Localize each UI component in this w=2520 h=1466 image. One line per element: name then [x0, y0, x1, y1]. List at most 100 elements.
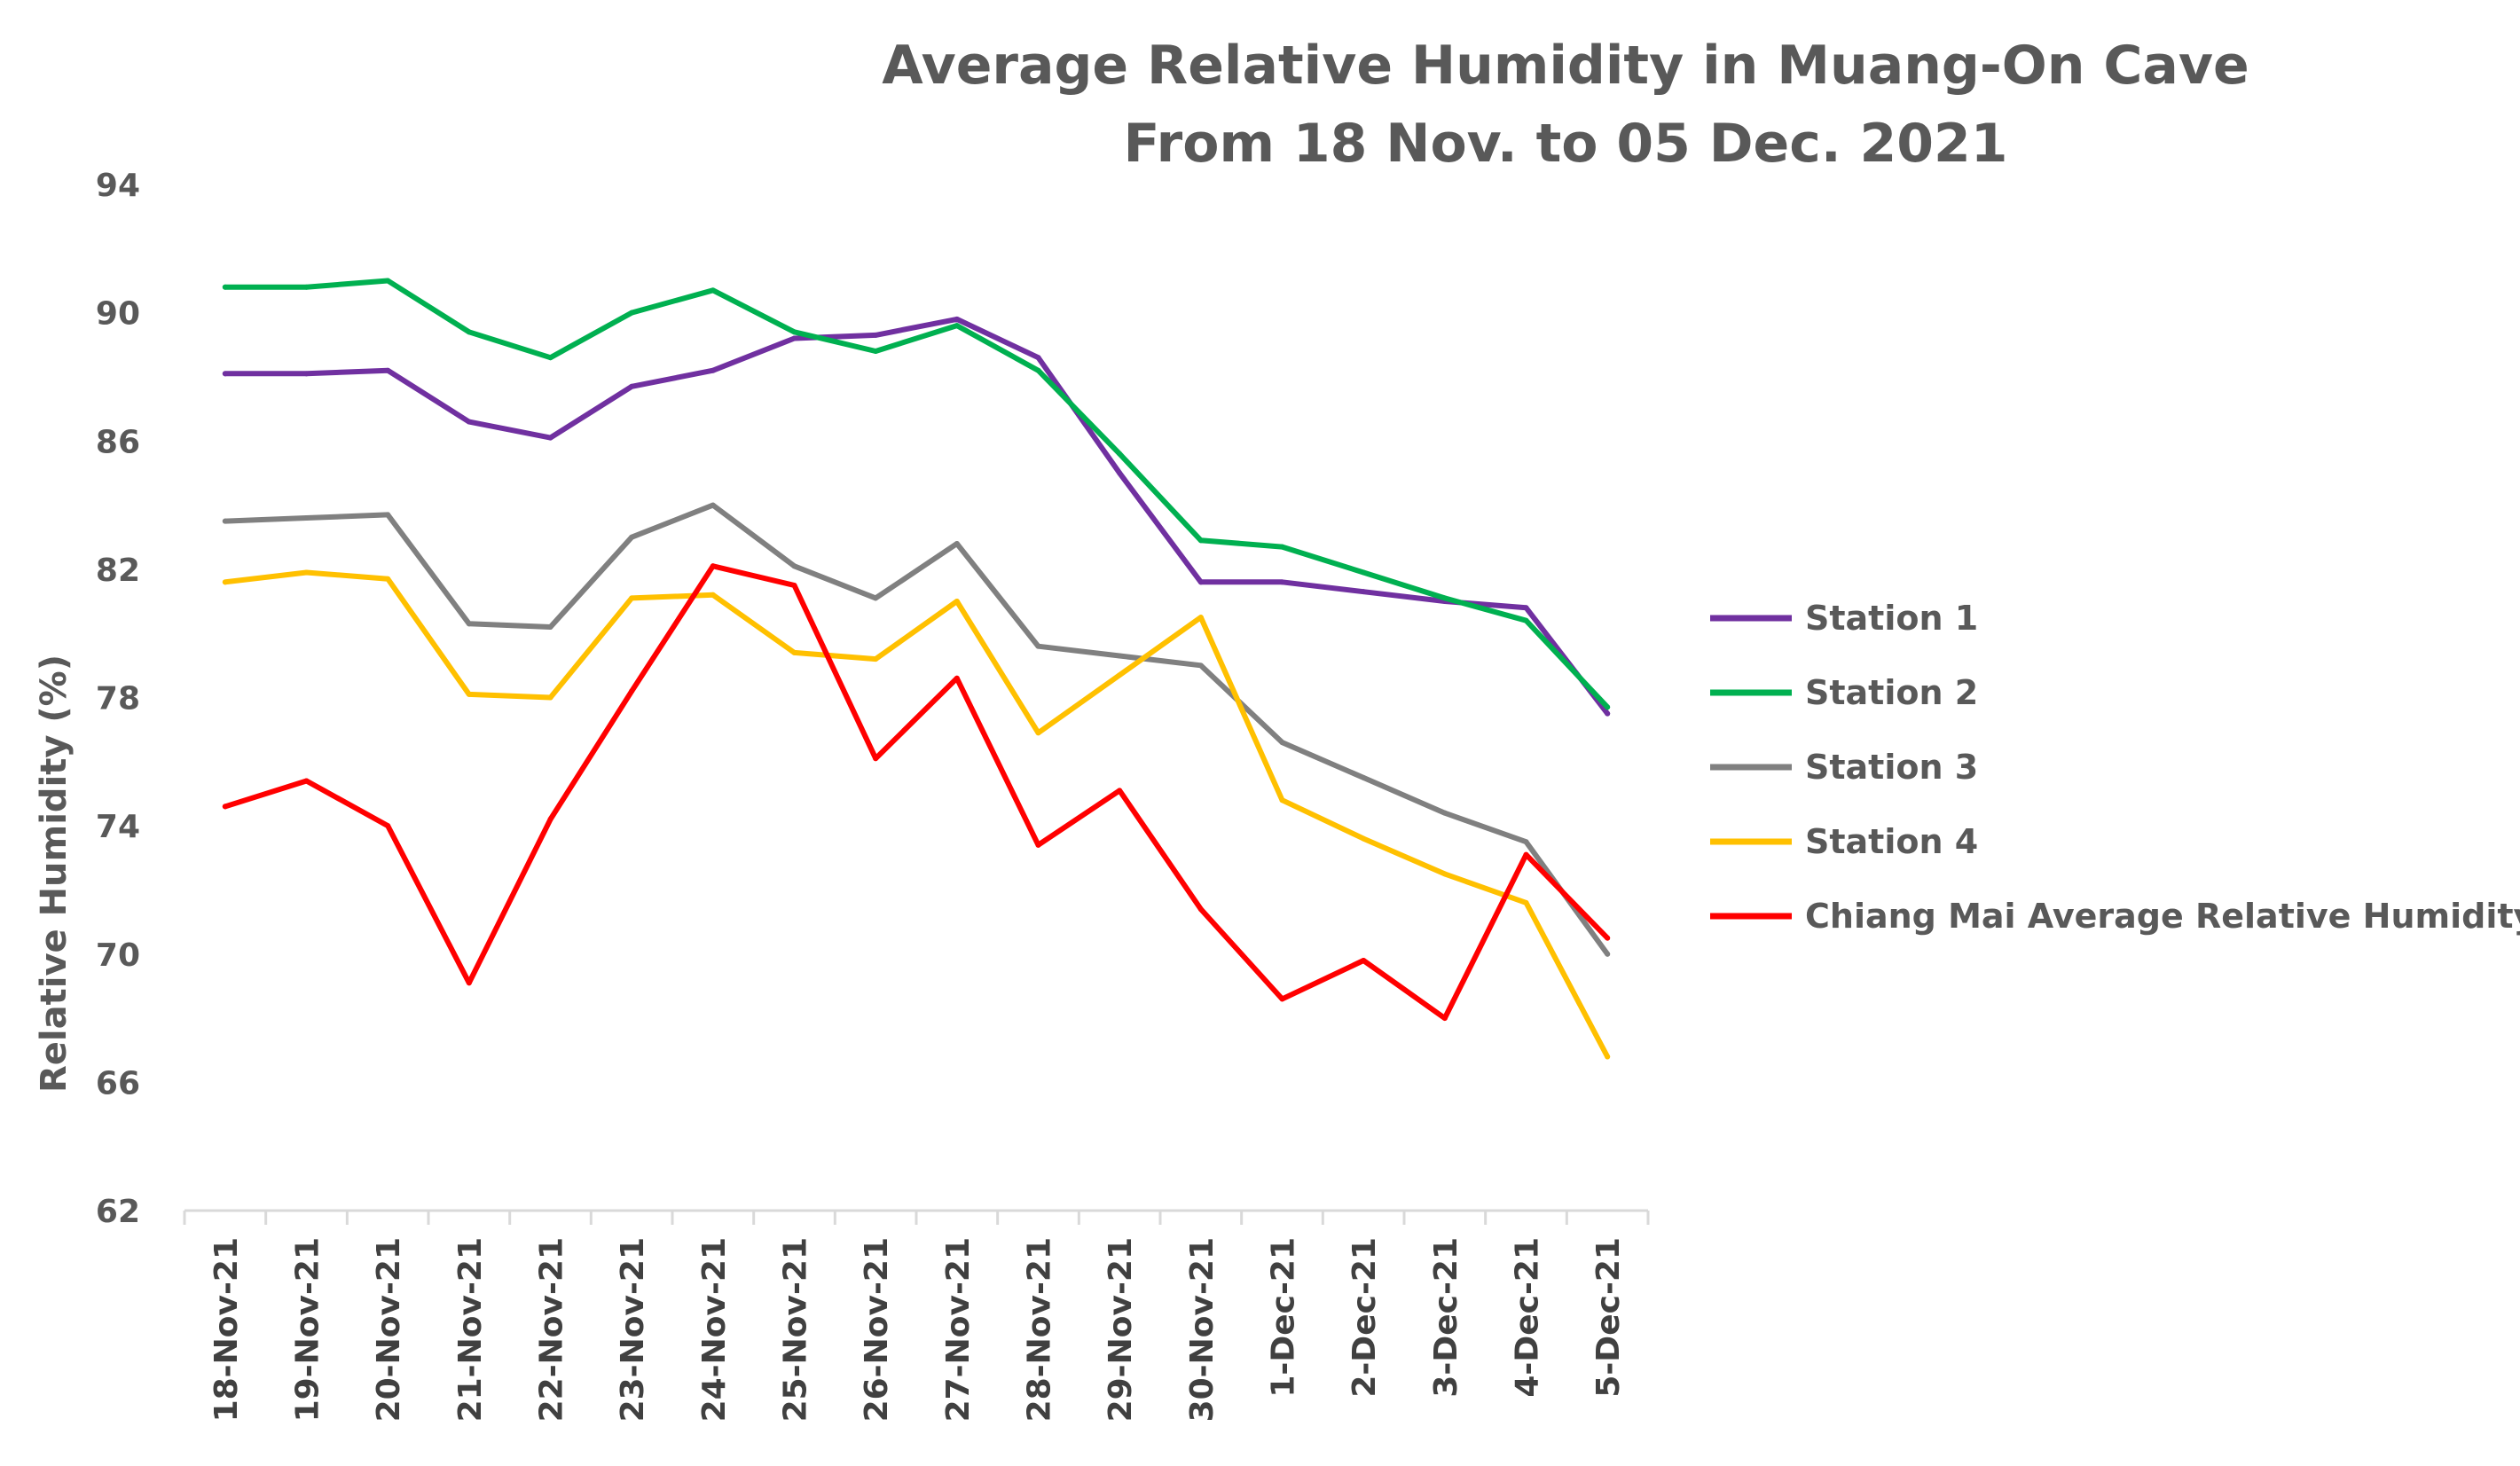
x-tick-label: 4-Dec-21 [1510, 1237, 1546, 1398]
data-point [466, 691, 472, 697]
data-point [1035, 730, 1041, 736]
data-point [222, 579, 228, 585]
data-point [954, 316, 960, 322]
series-line-2 [222, 278, 1611, 710]
x-tick-label: 22-Nov-21 [534, 1237, 570, 1422]
data-point [791, 649, 797, 655]
data-point [873, 595, 879, 601]
data-point [1605, 935, 1611, 941]
data-point [954, 675, 960, 681]
data-point [466, 419, 472, 425]
data-point [873, 332, 879, 338]
x-tick-label: 5-Dec-21 [1590, 1237, 1627, 1398]
data-point [629, 688, 635, 694]
x-tick-label: 1-Dec-21 [1266, 1237, 1302, 1398]
data-point [1441, 1015, 1448, 1022]
data-point [1197, 615, 1204, 621]
series-line-3 [222, 502, 1611, 957]
x-tick-label: 2-Dec-21 [1346, 1237, 1383, 1398]
data-point [791, 329, 797, 335]
data-point [466, 329, 472, 335]
data-point [629, 534, 635, 540]
chart-title-line-2: From 18 Nov. to 05 Dec. 2021 [1123, 113, 2007, 175]
data-point [1197, 537, 1204, 544]
data-point [1441, 595, 1448, 601]
data-point [385, 367, 391, 373]
x-tick-label: 20-Nov-21 [371, 1237, 407, 1422]
data-point [629, 595, 635, 601]
data-point [222, 518, 228, 524]
data-point [1035, 842, 1041, 848]
data-point [547, 816, 553, 822]
chart-title-line-1: Average Relative Humidity in Muang-On Ca… [882, 35, 2249, 97]
data-point [1279, 740, 1285, 746]
data-point [1117, 653, 1123, 659]
data-point [303, 371, 310, 377]
data-point [303, 778, 310, 784]
axes: 62 66 70 74 78 82 86 90 94 18-Nov-21 19-Nov-21 20-N… [96, 168, 1650, 1422]
x-tick-label: 21-Nov-21 [452, 1237, 489, 1422]
y-axis-label: Relative Humidity (%) [34, 655, 75, 1093]
data-point [385, 823, 391, 829]
data-point [1361, 589, 1367, 595]
data-point [1361, 774, 1367, 780]
series-line-1 [222, 316, 1611, 717]
data-point [710, 367, 716, 373]
y-tick-label: 94 [96, 168, 140, 204]
y-tick-label: 90 [96, 296, 140, 333]
data-point [1197, 662, 1204, 669]
legend-label: Station 2 [1805, 673, 1978, 712]
data-point [954, 599, 960, 605]
data-point [1523, 617, 1529, 623]
data-point [1117, 672, 1123, 678]
data-point [1361, 957, 1367, 963]
data-point [873, 656, 879, 662]
data-point [710, 502, 716, 508]
x-tick-label: 19-Nov-21 [290, 1237, 326, 1422]
legend-label: Station 1 [1805, 599, 1978, 638]
x-tick-label: 3-Dec-21 [1428, 1237, 1464, 1398]
x-tick-label: 23-Nov-21 [615, 1237, 651, 1422]
series-line-4 [222, 569, 1611, 1060]
data-point [222, 284, 228, 290]
data-point [1279, 996, 1285, 1002]
y-tick-label: 62 [96, 1194, 140, 1230]
data-point [1279, 579, 1285, 585]
data-point [629, 310, 635, 316]
data-point [1117, 788, 1123, 794]
legend-label: Station 4 [1805, 822, 1978, 861]
data-point [1361, 835, 1367, 842]
data-point [466, 621, 472, 627]
data-point [1605, 704, 1611, 710]
data-point [1605, 1054, 1611, 1060]
x-tick-label: 26-Nov-21 [859, 1237, 895, 1422]
data-point [303, 284, 310, 290]
data-point [222, 371, 228, 377]
data-point [710, 563, 716, 569]
y-tick-label: 70 [96, 937, 140, 974]
x-tick-label: 28-Nov-21 [1022, 1237, 1058, 1422]
data-point [385, 576, 391, 582]
legend-label: Station 3 [1805, 748, 1978, 787]
data-point [873, 756, 879, 762]
data-point [791, 582, 797, 588]
data-point [1523, 605, 1529, 611]
data-point [1279, 797, 1285, 804]
data-point [547, 435, 553, 441]
data-point [1035, 367, 1041, 373]
data-point [1279, 544, 1285, 550]
data-point [710, 592, 716, 598]
series-lines [222, 278, 1611, 1060]
y-tick-label: 78 [96, 681, 140, 717]
data-point [1441, 810, 1448, 816]
data-point [873, 349, 879, 355]
data-point [954, 323, 960, 329]
data-point [466, 980, 472, 986]
data-point [629, 383, 635, 389]
data-point [1117, 470, 1123, 476]
data-point [1441, 871, 1448, 877]
legend-label: Chiang Mai Average Relative Humidity [1805, 897, 2520, 936]
x-tick-label: 27-Nov-21 [940, 1237, 977, 1422]
data-point [1523, 851, 1529, 858]
